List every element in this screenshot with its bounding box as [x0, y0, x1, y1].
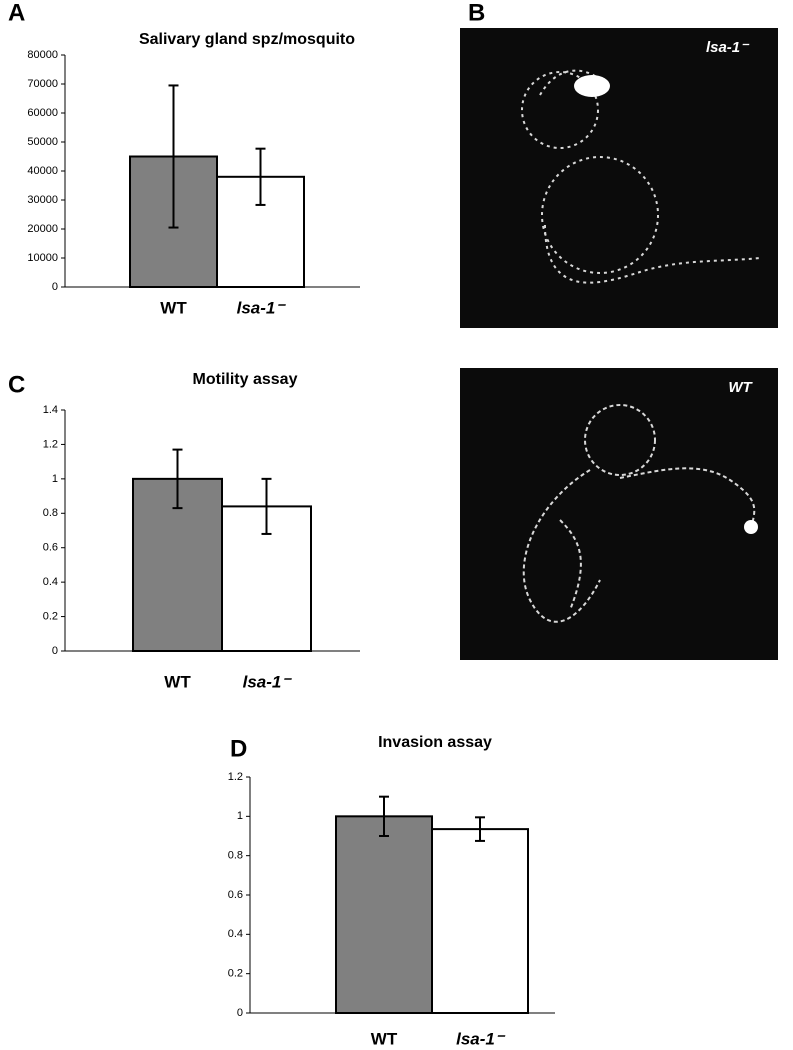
y-tick-label: 0.6 [43, 542, 58, 554]
y-tick-label: 20000 [27, 223, 58, 235]
y-tick-label: 0.6 [228, 889, 243, 901]
y-tick-label: 40000 [27, 165, 58, 177]
y-tick-label: 0.4 [228, 928, 243, 940]
micrograph: lsa-1⁻ [460, 28, 778, 328]
y-tick-label: 60000 [27, 107, 58, 119]
panel-label: D [230, 735, 247, 762]
y-tick-label: 0.2 [228, 968, 243, 980]
x-tick-label: WT [371, 1029, 398, 1048]
x-tick-label: lsa-1⁻ [237, 298, 287, 317]
error-bar [255, 147, 266, 206]
image-label: lsa-1⁻ [706, 39, 750, 56]
x-tick-label: WT [164, 672, 191, 691]
x-tick-label: lsa-1⁻ [456, 1029, 506, 1048]
y-tick-label: 0 [52, 281, 58, 293]
bar [335, 815, 433, 1014]
chart-title: Salivary gland spz/mosquito [139, 31, 355, 48]
panel-label: A [8, 0, 25, 26]
y-tick-label: 0 [52, 645, 58, 657]
image-label: WT [728, 379, 753, 396]
x-tick-label: WT [160, 298, 187, 317]
y-tick-label: 10000 [27, 252, 58, 264]
y-tick-label: 0.8 [43, 507, 58, 519]
y-tick-label: 50000 [27, 136, 58, 148]
panel-label: C [8, 371, 25, 398]
panel-label: B [468, 0, 485, 26]
error-bar [172, 448, 183, 510]
y-tick-label: 70000 [27, 78, 58, 90]
y-tick-label: 1.2 [228, 771, 243, 783]
y-tick-label: 1 [52, 473, 58, 485]
y-tick-label: 1.2 [43, 438, 58, 450]
y-tick-label: 0.4 [43, 576, 58, 588]
y-tick-label: 80000 [27, 49, 58, 61]
y-tick-label: 1.4 [43, 404, 58, 416]
chart-title: Invasion assay [378, 734, 492, 751]
y-tick-label: 0 [237, 1007, 243, 1019]
error-bar [261, 477, 272, 535]
micrograph: WT [460, 368, 778, 660]
y-tick-label: 1 [237, 810, 243, 822]
y-tick-label: 30000 [27, 194, 58, 206]
error-bar [379, 795, 389, 837]
error-bar [168, 84, 179, 229]
y-tick-label: 0.2 [43, 610, 58, 622]
bar [431, 828, 529, 1014]
y-tick-label: 0.8 [228, 850, 243, 862]
x-tick-label: lsa-1⁻ [243, 672, 293, 691]
chart-title: Motility assay [193, 371, 298, 388]
error-bar [475, 816, 485, 842]
